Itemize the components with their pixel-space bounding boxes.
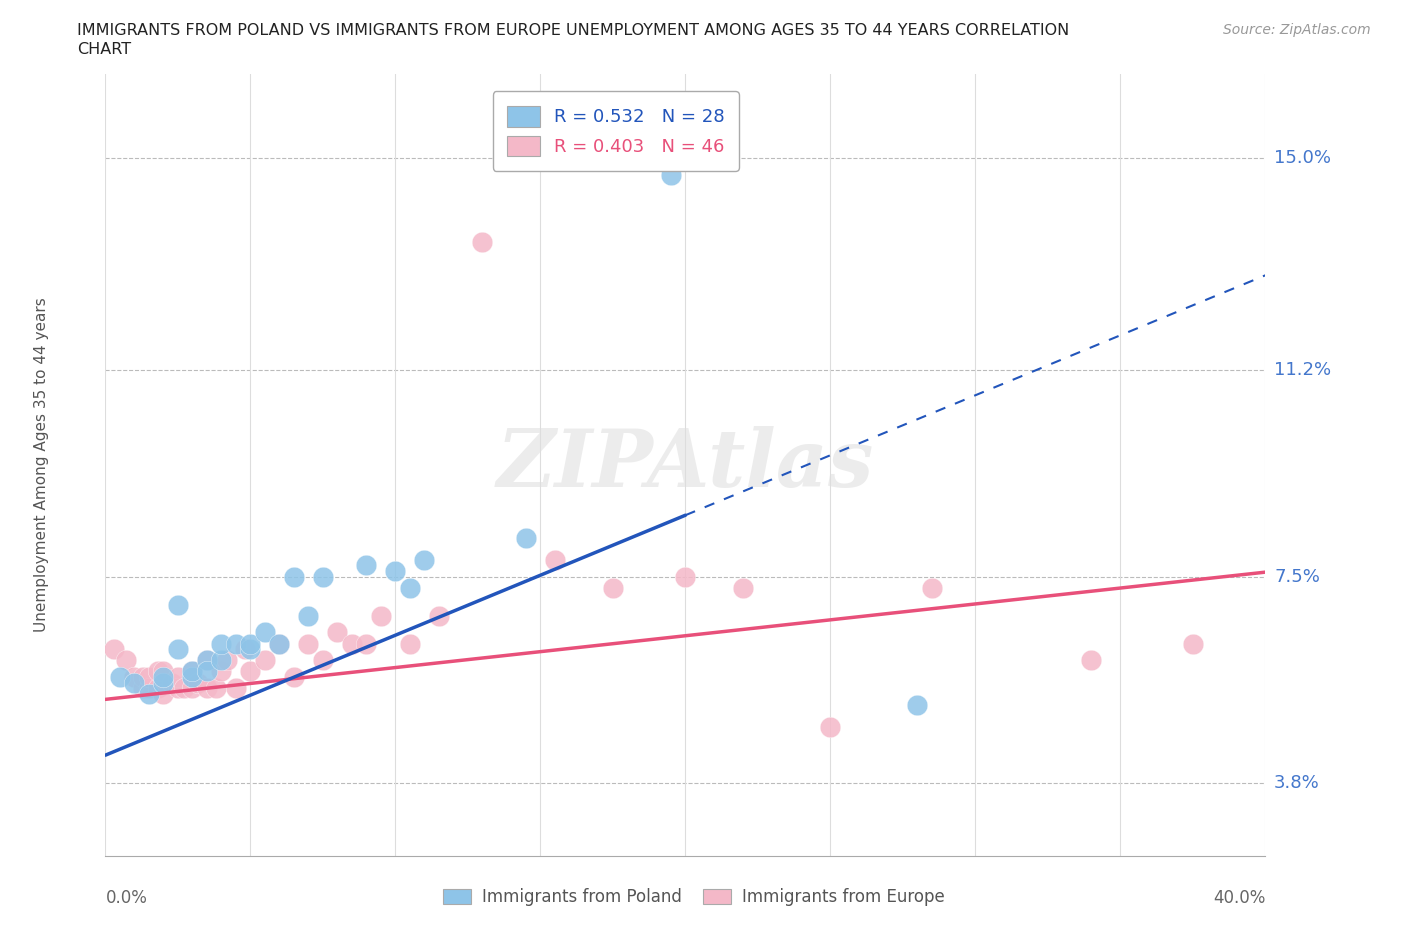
Point: [167, 597, 190, 612]
Point: [283, 670, 305, 684]
Point: [312, 569, 335, 584]
Point: [1181, 636, 1204, 651]
Point: [187, 675, 209, 690]
Point: [283, 569, 305, 584]
Point: [132, 681, 155, 696]
Point: [733, 580, 755, 595]
Point: [370, 608, 392, 623]
Point: [399, 636, 422, 651]
Point: [239, 664, 262, 679]
Point: [515, 530, 537, 545]
Text: ZIPAtlas: ZIPAtlas: [496, 426, 875, 504]
Point: [160, 675, 183, 690]
Point: [138, 681, 160, 696]
Point: [181, 664, 204, 679]
Point: [195, 681, 218, 696]
Point: [167, 681, 190, 696]
Point: [204, 681, 226, 696]
Point: [181, 670, 204, 684]
Point: [225, 681, 247, 696]
Point: [195, 664, 218, 679]
Point: [146, 681, 169, 696]
Point: [1080, 653, 1102, 668]
Point: [195, 653, 218, 668]
Point: [181, 681, 204, 696]
Point: [132, 670, 155, 684]
Point: [233, 642, 256, 657]
Point: [312, 653, 335, 668]
Point: [602, 580, 624, 595]
Point: [427, 608, 450, 623]
Point: [356, 636, 378, 651]
Point: [269, 636, 291, 651]
Point: [211, 636, 233, 651]
Legend: R = 0.532   N = 28, R = 0.403   N = 46: R = 0.532 N = 28, R = 0.403 N = 46: [492, 91, 740, 171]
Text: 3.8%: 3.8%: [1274, 774, 1320, 792]
Point: [195, 653, 218, 668]
Point: [138, 686, 160, 701]
Point: [659, 167, 682, 182]
Point: [253, 653, 276, 668]
Point: [211, 664, 233, 679]
Text: 7.5%: 7.5%: [1274, 567, 1320, 586]
Point: [124, 670, 146, 684]
Point: [167, 670, 190, 684]
Point: [269, 636, 291, 651]
Text: 11.2%: 11.2%: [1274, 361, 1331, 379]
Point: [340, 636, 363, 651]
Point: [907, 698, 929, 712]
Text: 40.0%: 40.0%: [1213, 889, 1265, 907]
Point: [152, 675, 174, 690]
Point: [181, 664, 204, 679]
Text: Immigrants from Poland: Immigrants from Poland: [482, 887, 682, 906]
Point: [253, 625, 276, 640]
Point: [356, 558, 378, 573]
Point: [239, 636, 262, 651]
Text: CHART: CHART: [77, 42, 131, 57]
Point: [820, 720, 842, 735]
Point: [173, 681, 195, 696]
Point: [544, 552, 567, 567]
Point: [297, 608, 319, 623]
Point: [384, 564, 406, 578]
Point: [675, 569, 697, 584]
Text: IMMIGRANTS FROM POLAND VS IMMIGRANTS FROM EUROPE UNEMPLOYMENT AMONG AGES 35 TO 4: IMMIGRANTS FROM POLAND VS IMMIGRANTS FRO…: [77, 23, 1070, 38]
Point: [114, 653, 136, 668]
Point: [217, 653, 239, 668]
Point: [152, 686, 174, 701]
Point: [239, 642, 262, 657]
Point: [471, 234, 494, 249]
Point: [297, 636, 319, 651]
Point: [399, 580, 422, 595]
Point: [138, 670, 160, 684]
Text: Unemployment Among Ages 35 to 44 years: Unemployment Among Ages 35 to 44 years: [34, 298, 49, 632]
Text: Source: ZipAtlas.com: Source: ZipAtlas.com: [1223, 23, 1371, 37]
Point: [152, 670, 174, 684]
Point: [211, 653, 233, 668]
Point: [167, 642, 190, 657]
Point: [413, 552, 436, 567]
Point: [152, 664, 174, 679]
Point: [108, 670, 131, 684]
Point: [225, 636, 247, 651]
Point: [146, 664, 169, 679]
Text: 0.0%: 0.0%: [105, 889, 148, 907]
Point: [103, 642, 125, 657]
Point: [124, 675, 146, 690]
Point: [921, 580, 943, 595]
Text: 15.0%: 15.0%: [1274, 149, 1331, 167]
Point: [326, 625, 349, 640]
Text: Immigrants from Europe: Immigrants from Europe: [742, 887, 945, 906]
